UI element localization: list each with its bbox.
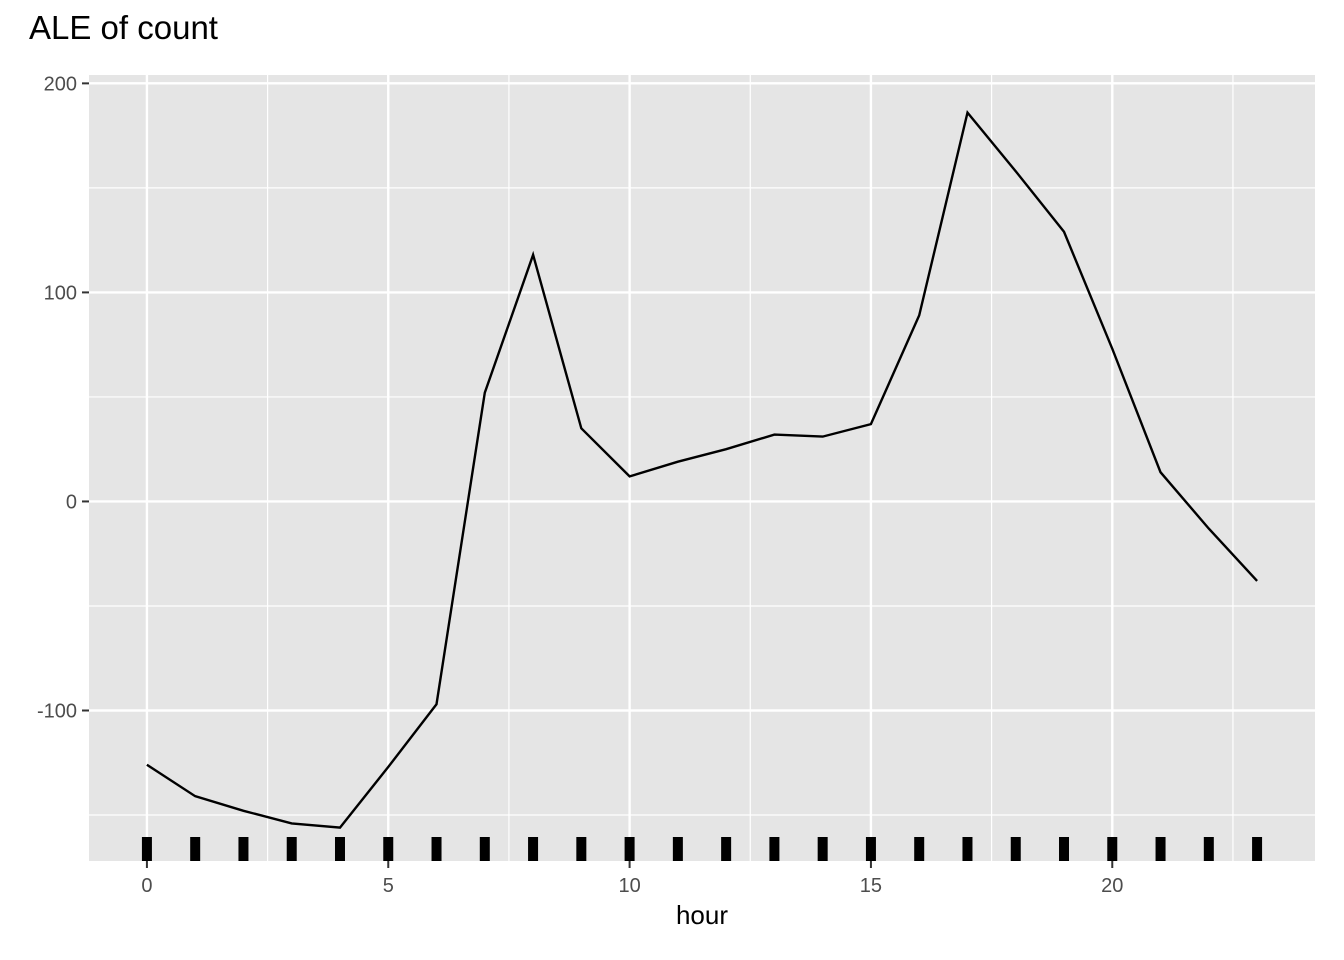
rug-mark	[334, 837, 345, 861]
rug-mark	[141, 837, 152, 861]
rug-mark	[672, 837, 683, 861]
minor-gridlines	[89, 75, 1315, 861]
rug-mark	[286, 837, 297, 861]
major-gridlines	[89, 75, 1315, 861]
rug-mark	[962, 837, 973, 861]
x-tick-label: 0	[141, 875, 152, 897]
rug-mark	[769, 837, 780, 861]
series-layer	[146, 109, 1258, 829]
rug-mark	[624, 837, 635, 861]
rug-mark	[1203, 837, 1214, 861]
rug-mark	[817, 837, 828, 861]
ale-line	[146, 109, 1258, 829]
rug-marks	[141, 837, 1263, 861]
rug-mark	[1059, 837, 1070, 861]
rug-mark	[528, 837, 539, 861]
y-tick-label: 100	[44, 282, 77, 304]
rug-mark	[479, 837, 490, 861]
rug-mark	[1010, 837, 1021, 861]
x-tick-label: 10	[618, 875, 640, 897]
x-tick-label: 5	[383, 875, 394, 897]
rug-mark	[238, 837, 249, 861]
rug-mark	[431, 837, 442, 861]
rug-mark	[576, 837, 587, 861]
y-axis: -100 0 100 200	[37, 73, 89, 722]
rug-mark	[914, 837, 925, 861]
x-axis-title: hour	[676, 900, 728, 930]
rug-mark	[1252, 837, 1263, 861]
rug-mark	[865, 837, 876, 861]
rug-mark	[721, 837, 732, 861]
chart-title: ALE of count	[29, 9, 218, 46]
x-axis: 0 5 10 15 20	[141, 861, 1123, 897]
rug-mark	[190, 837, 201, 861]
x-tick-label: 20	[1101, 875, 1123, 897]
rug-mark	[1155, 837, 1166, 861]
x-tick-label: 15	[860, 875, 882, 897]
plot-panel	[89, 75, 1315, 861]
y-tick-label: -100	[37, 700, 77, 722]
rug-mark	[1107, 837, 1118, 861]
y-tick-label: 0	[66, 491, 77, 513]
y-tick-label: 200	[44, 73, 77, 95]
rug-mark	[383, 837, 394, 861]
